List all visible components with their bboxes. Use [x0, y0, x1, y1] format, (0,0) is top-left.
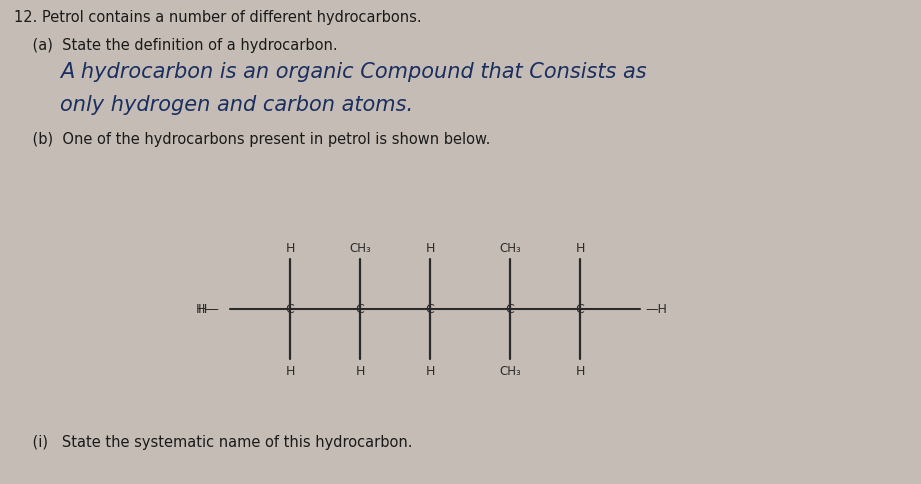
Text: H: H: [576, 364, 585, 377]
Text: H: H: [356, 364, 365, 377]
Text: H: H: [286, 364, 295, 377]
Text: C: C: [506, 303, 514, 316]
Text: H—: H—: [196, 303, 218, 316]
Text: C: C: [286, 303, 295, 316]
Text: only hydrogen and carbon atoms.: only hydrogen and carbon atoms.: [60, 95, 414, 115]
Text: C: C: [356, 303, 365, 316]
Text: (i)   State the systematic name of this hydrocarbon.: (i) State the systematic name of this hy…: [14, 434, 413, 449]
Text: H: H: [426, 364, 435, 377]
Text: H: H: [576, 242, 585, 255]
Text: C: C: [576, 303, 585, 316]
Text: 12. Petrol contains a number of different hydrocarbons.: 12. Petrol contains a number of differen…: [14, 10, 422, 25]
Text: —H: —H: [645, 303, 667, 316]
Text: (a)  State the definition of a hydrocarbon.: (a) State the definition of a hydrocarbo…: [14, 38, 338, 53]
Text: CH₃: CH₃: [499, 364, 521, 377]
Text: A hydrocarbon is an organic Compound that Consists as: A hydrocarbon is an organic Compound tha…: [60, 62, 647, 82]
Text: (b)  One of the hydrocarbons present in petrol is shown below.: (b) One of the hydrocarbons present in p…: [14, 132, 490, 147]
Text: H—: H—: [198, 303, 220, 316]
Text: CH₃: CH₃: [499, 242, 521, 255]
Text: CH₃: CH₃: [349, 242, 371, 255]
Text: H: H: [426, 242, 435, 255]
Text: H: H: [286, 242, 295, 255]
Text: C: C: [426, 303, 435, 316]
